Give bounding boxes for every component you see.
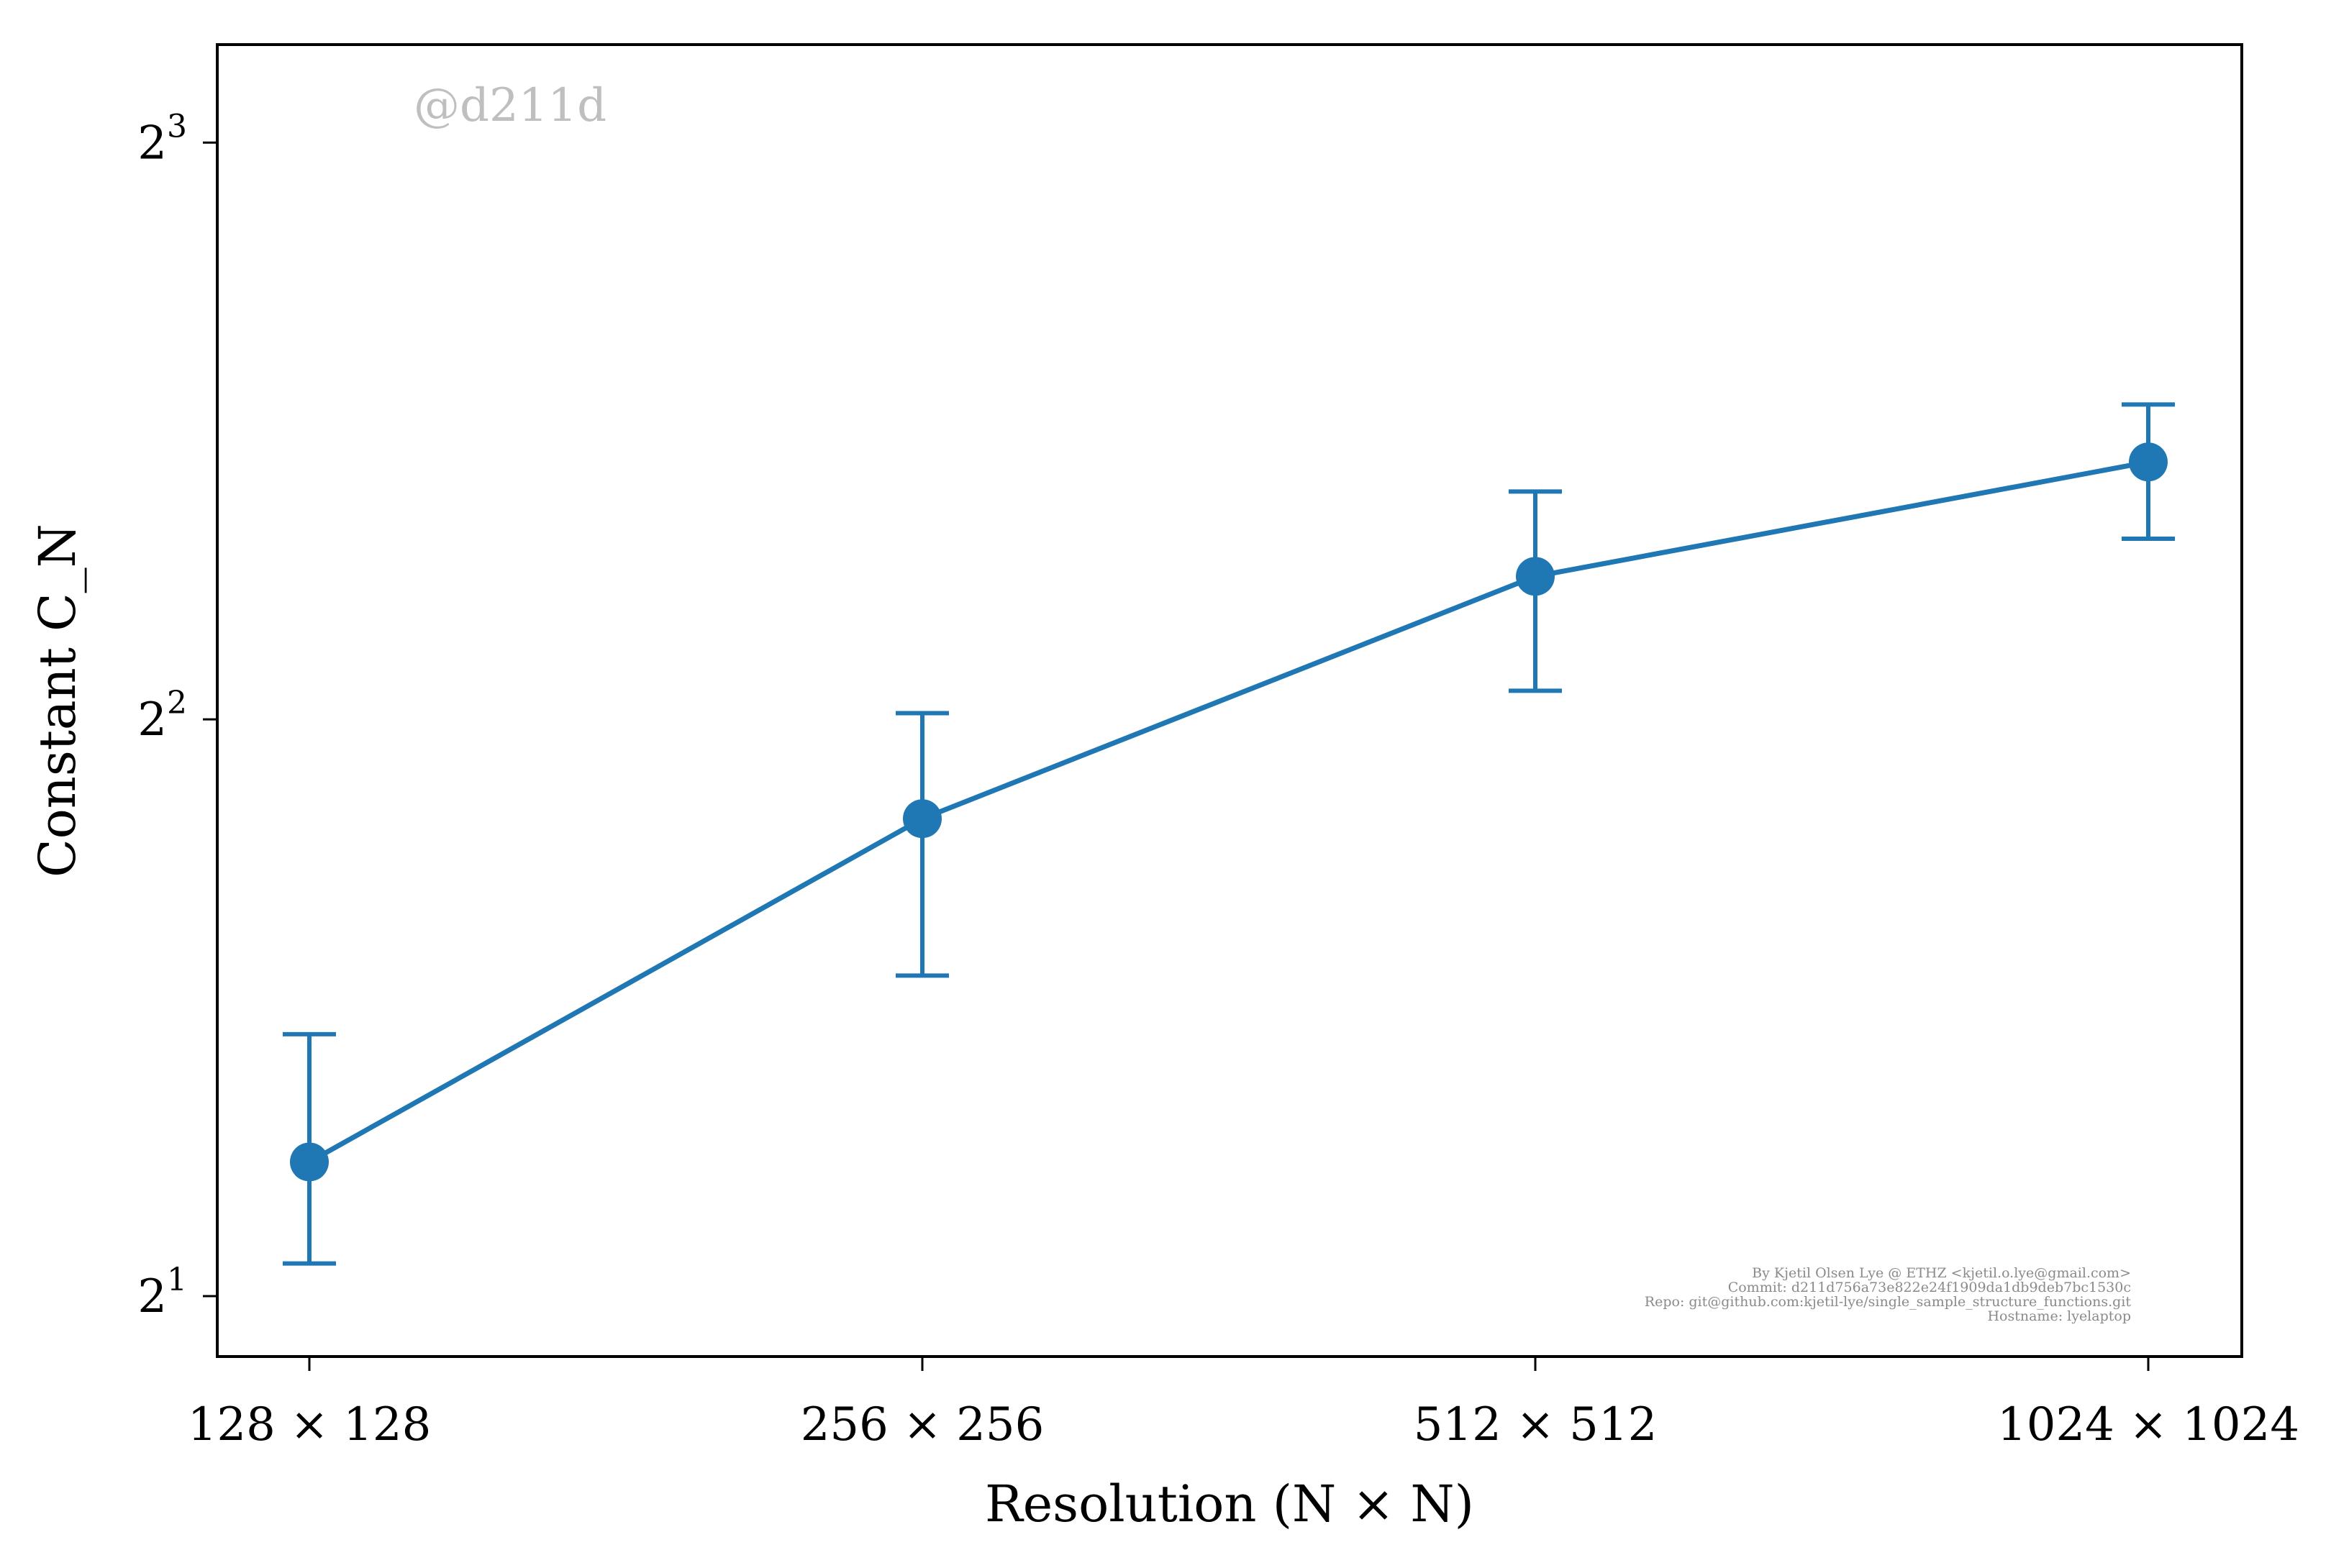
plot-area [217,45,2242,1357]
x-axis-ticks: 128 × 128 256 × 256 512 × 512 1024 × 1024 [188,1357,2299,1451]
x-axis-label: Resolution (N × N) [985,1474,1474,1533]
credit-line: Repo: git@github.com:kjetil-lye/single_s… [1645,1294,2132,1310]
data-point [903,799,942,839]
credit-line: Hostname: lyelaptop [1987,1308,2131,1324]
y-axis-label: Constant C_N [28,524,87,878]
data-point [290,1142,329,1182]
y-tick-label: 21 [137,1262,187,1323]
series-line [308,459,2149,1164]
x-tick-label: 256 × 256 [801,1398,1045,1451]
credit-line: Commit: d211d756a73e822e24f1909da1db9deb… [1728,1280,2131,1295]
y-tick-label: 23 [137,108,187,170]
x-tick-label: 128 × 128 [188,1398,432,1451]
watermark: @d211d [414,79,606,132]
x-tick-label: 512 × 512 [1414,1398,1658,1451]
series [283,402,2175,1266]
data-point [1516,557,1555,596]
plot-frame [216,43,2243,1358]
x-tick-label: 1024 × 1024 [1997,1398,2299,1451]
y-tick-label: 22 [137,685,187,747]
credit-line: By Kjetil Olsen Lye @ ETHZ <kjetil.o.lye… [1752,1265,2131,1281]
data-point [2129,442,2168,482]
y-axis-ticks: 21 22 23 [137,108,217,1323]
credits: By Kjetil Olsen Lye @ ETHZ <kjetil.o.lye… [1645,1265,2132,1324]
